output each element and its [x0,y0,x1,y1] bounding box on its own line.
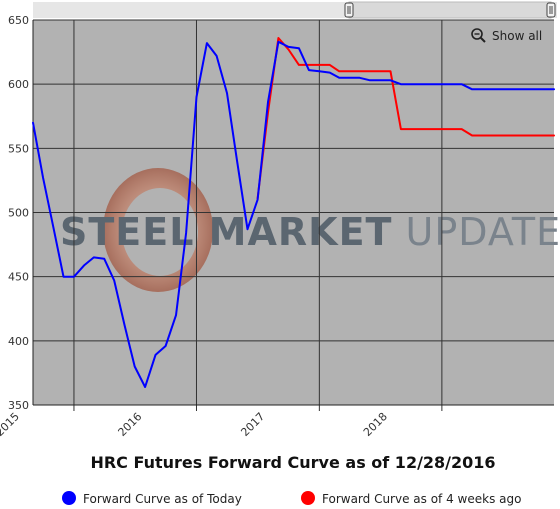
zoom-out-icon [471,28,486,43]
legend-marker-4-weeks-ago [301,491,315,505]
navigator-range[interactable] [348,1,552,19]
navigator-scrollbar[interactable] [33,1,557,19]
y-tick-label-600: 600 [8,78,29,91]
x-tick-label-2015: 2015 [0,410,22,439]
x-tick-label-2018: 2018 [361,410,390,439]
watermark-logo: STEEL MARKET UPDATE [60,168,560,292]
legend-label-4-weeks-ago: Forward Curve as of 4 weeks ago [322,492,521,506]
x-tick-label-2016: 2016 [116,410,145,439]
y-tick-label-350: 350 [8,399,29,412]
legend-item-today[interactable]: Forward Curve as of Today [62,491,242,506]
series-layer [32,37,555,388]
y-tick-label-550: 550 [8,142,29,155]
y-tick-label-650: 650 [8,14,29,27]
legend-marker-today [62,491,76,505]
legend-item-4-weeks-ago[interactable]: Forward Curve as of 4 weeks ago [301,491,521,506]
watermark-text-light: UPDATE [392,210,560,254]
chart-title: HRC Futures Forward Curve as of 12/28/20… [90,453,495,472]
show-all-label: Show all [492,29,542,43]
show-all-button[interactable]: Show all [465,25,547,47]
navigator-left-handle[interactable] [344,2,354,18]
y-tick-label-400: 400 [8,335,29,348]
legend-label-today: Forward Curve as of Today [83,492,242,506]
x-tick-label-2017: 2017 [238,410,267,439]
navigator-right-handle[interactable] [546,2,556,18]
watermark-text-bold: STEEL MARKET [60,210,392,254]
series-line-today[interactable] [32,40,555,388]
gridlines [33,19,554,405]
legend: Forward Curve as of Today Forward Curve … [62,491,521,506]
axes: 350 400 450 500 550 600 650 2015 2016 2017 2018 [0,14,554,439]
svg-text:STEEL MARKET UPDATE: STEEL MARKET UPDATE [60,210,560,254]
y-tick-label-450: 450 [8,271,29,284]
y-tick-label-500: 500 [8,207,29,220]
